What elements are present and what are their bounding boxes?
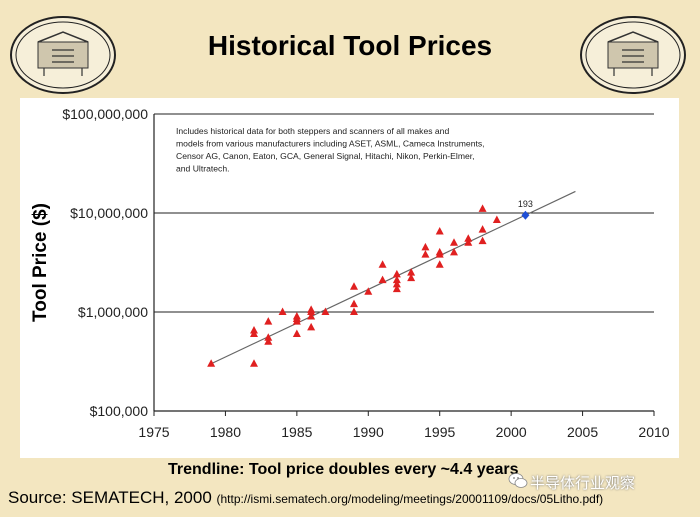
data-point (250, 359, 258, 367)
data-point (307, 305, 316, 313)
highlight-point (521, 210, 530, 220)
data-point (478, 225, 487, 233)
slide-title: Historical Tool Prices (207, 30, 493, 61)
watermark: 半导体行业观察 (530, 475, 636, 492)
y-axis-title: Tool Price ($) (30, 203, 51, 322)
source-label: Source: SEMATECH, 2000 (8, 488, 212, 507)
x-tick-label: 2000 (496, 424, 527, 440)
y-tick-label: $1,000,000 (78, 304, 148, 320)
trendline-caption: Trendline: Tool price doubles every ~4.4… (168, 461, 519, 478)
x-tick-label: 1980 (210, 424, 241, 440)
data-point (378, 275, 387, 284)
data-point (307, 322, 316, 331)
data-point (264, 337, 273, 345)
y-tick-label: $100,000,000 (62, 106, 148, 122)
data-point (292, 329, 301, 337)
annotation-line: Includes historical data for both steppe… (176, 126, 449, 136)
data-point (307, 312, 316, 320)
data-point (378, 260, 387, 268)
data-point (407, 273, 416, 282)
data-point (464, 234, 473, 242)
data-point (207, 359, 216, 367)
x-tick-label: 1985 (281, 424, 312, 440)
data-point (421, 250, 430, 258)
tool-price-chart: $100,000 $1,000,000 $10,000,000 $100,000,00… (30, 106, 670, 440)
data-point (421, 242, 430, 251)
point-label: 193 (518, 199, 533, 209)
annotation-line: and Ultratech. (176, 164, 230, 174)
source-url[interactable]: (http://ismi.sematech.org/modeling/meeti… (216, 492, 604, 506)
data-point (392, 275, 401, 284)
data-point (392, 284, 401, 293)
x-tick-label: 1975 (138, 424, 169, 440)
y-tick-label: $10,000,000 (70, 205, 148, 221)
annotation-line: models from various manufacturers includ… (176, 139, 485, 149)
x-tick-label: 2005 (567, 424, 598, 440)
data-point (364, 287, 373, 295)
plot-panel: $100,000 $1,000,000 $10,000,000 $100,000,00… (20, 98, 679, 458)
data-point (407, 268, 416, 276)
data-point (492, 215, 501, 223)
data-point (264, 317, 273, 325)
x-tick-label: 1990 (353, 424, 384, 440)
data-point (292, 312, 301, 320)
annotation-line: Censor AG, Canon, Eaton, GCA, General Si… (176, 151, 475, 161)
wechat-icon (508, 473, 528, 488)
data-point (350, 307, 358, 315)
data-point (435, 247, 444, 256)
data-point (264, 333, 273, 341)
data-point (450, 238, 458, 246)
data-point (278, 307, 287, 315)
data-point (435, 260, 444, 268)
data-point (464, 238, 473, 246)
data-point (250, 326, 258, 334)
printing-press-emblem-icon (10, 16, 116, 94)
data-point (450, 247, 458, 256)
source-line: Source: SEMATECH, 2000 (http://ismi.sema… (8, 488, 603, 508)
data-point (321, 307, 330, 315)
printing-press-emblem-icon (580, 16, 686, 94)
trendline (210, 190, 576, 365)
x-tick-label: 2010 (638, 424, 669, 440)
data-point (392, 269, 401, 278)
data-point (478, 204, 487, 212)
data-point (350, 299, 358, 308)
data-point (350, 282, 358, 290)
data-point (392, 279, 401, 288)
data-point (435, 227, 444, 235)
x-tick-label: 1995 (424, 424, 455, 440)
y-tick-label: $100,000 (90, 403, 149, 419)
data-point (478, 236, 487, 245)
